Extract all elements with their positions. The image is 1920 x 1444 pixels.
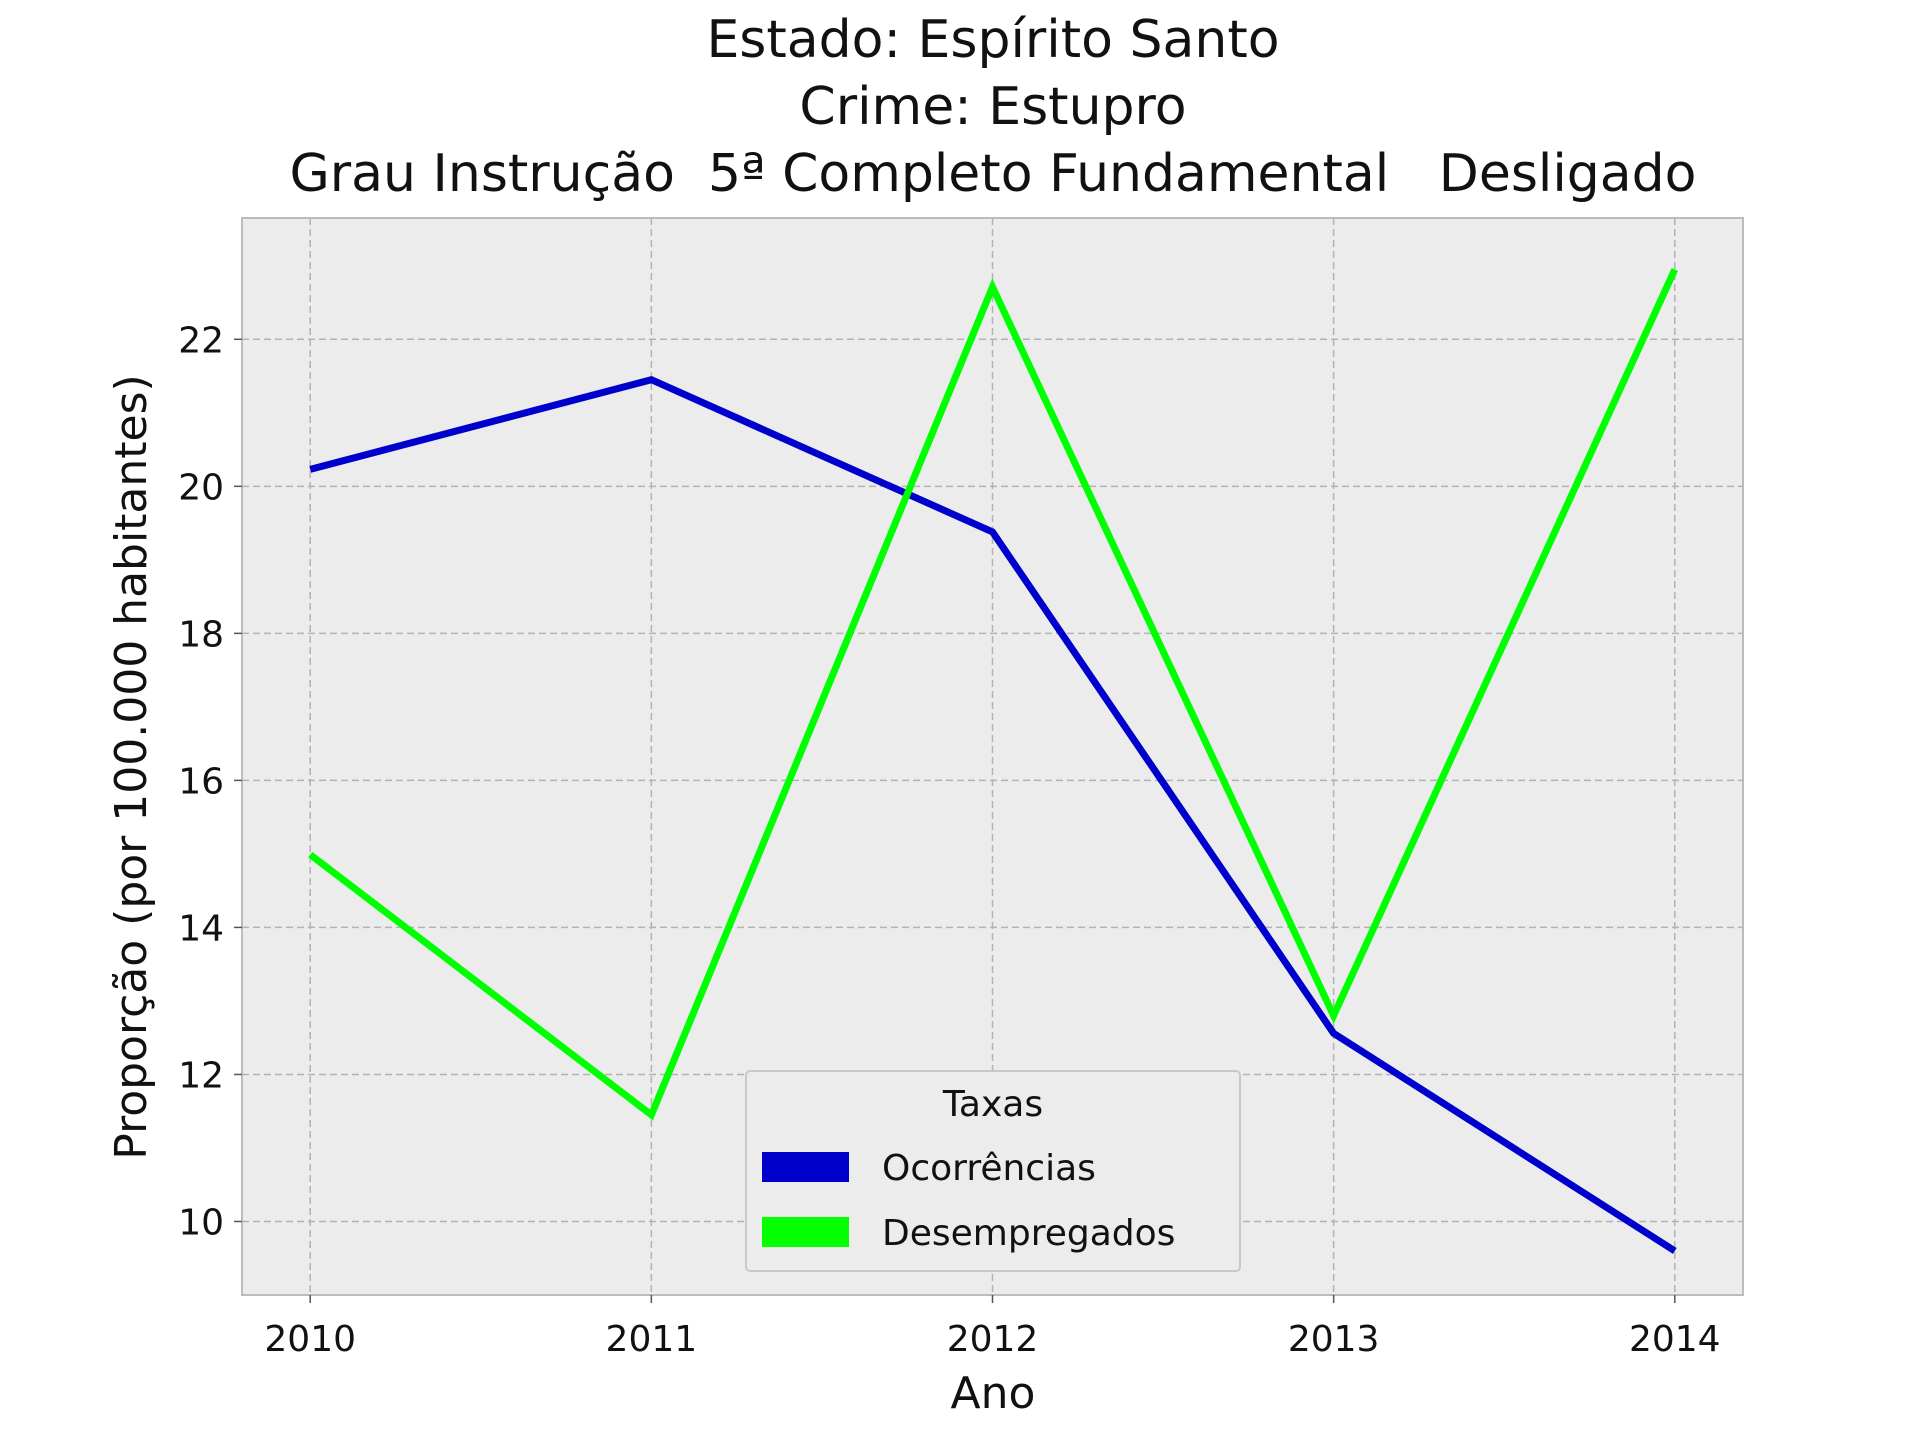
x-axis-ticks: 2010 2011 2012 2013 2014 xyxy=(264,1295,1721,1360)
legend-title: Taxas xyxy=(942,1084,1043,1125)
x-tick-label: 2014 xyxy=(1629,1319,1721,1360)
series-line-desempregados xyxy=(308,268,1678,1121)
x-axis-label: Ano xyxy=(951,1368,1036,1419)
x-tick-label: 2013 xyxy=(1288,1319,1380,1360)
x-tick-label: 2011 xyxy=(606,1319,698,1360)
legend-swatch-desempregados xyxy=(762,1217,849,1247)
x-tick-label: 2012 xyxy=(947,1319,1039,1360)
y-tick-label: 14 xyxy=(178,908,224,949)
chart-title: Estado: Espírito Santo Crime: Estupro Gr… xyxy=(290,10,1697,204)
legend: Taxas Ocorrências Desempregados xyxy=(745,1070,1241,1272)
y-axis-ticks: 10 12 14 16 18 20 22 xyxy=(178,320,242,1243)
y-tick-label: 22 xyxy=(178,320,224,361)
chart-title-line-1: Estado: Espírito Santo xyxy=(706,10,1279,70)
legend-label-desempregados: Desempregados xyxy=(882,1213,1175,1254)
chart-title-line-3: Grau Instrução 5ª Completo Fundamental D… xyxy=(290,144,1697,204)
y-tick-label: 16 xyxy=(178,761,224,802)
x-tick-label: 2010 xyxy=(264,1319,356,1360)
y-tick-label: 20 xyxy=(178,467,224,508)
y-axis-label: Proporção (por 100.000 habitantes) xyxy=(106,374,157,1159)
legend-swatch-ocorrencias xyxy=(762,1152,849,1182)
chart-title-line-2: Crime: Estupro xyxy=(799,77,1186,137)
y-tick-label: 10 xyxy=(178,1202,224,1243)
y-tick-label: 12 xyxy=(178,1055,224,1096)
legend-box xyxy=(745,1070,1241,1272)
series-lines xyxy=(308,268,1678,1254)
series-line-ocorrencias xyxy=(309,376,1677,1254)
legend-label-ocorrencias: Ocorrências xyxy=(882,1148,1096,1189)
y-tick-label: 18 xyxy=(178,614,224,655)
